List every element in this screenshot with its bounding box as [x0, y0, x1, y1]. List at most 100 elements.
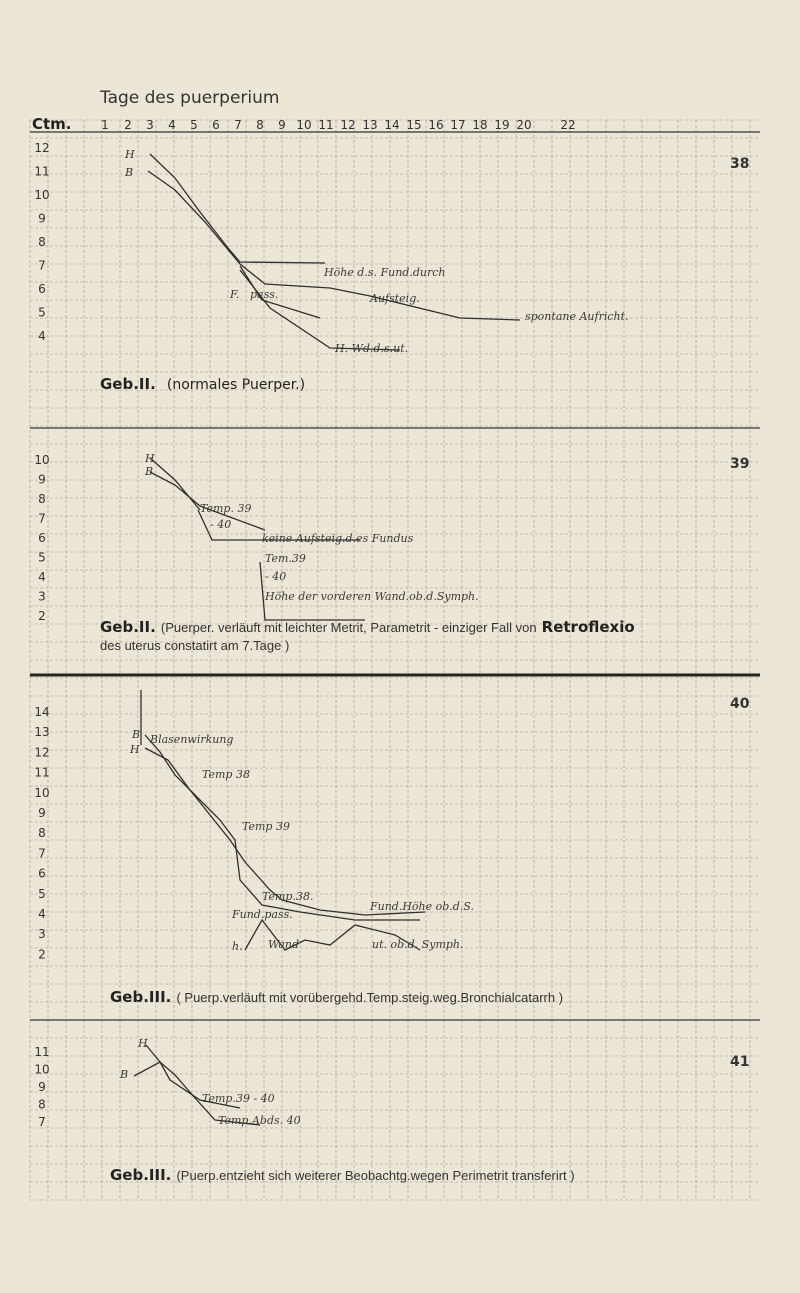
y-tick: 12	[34, 141, 49, 155]
curve-h	[144, 747, 283, 901]
label-pass: pass.	[250, 288, 278, 301]
curve-pass	[239, 265, 321, 319]
y-tick: 10	[34, 786, 49, 800]
caption-text: (normales Puerper.)	[167, 377, 305, 393]
label-wand: Wand	[268, 938, 299, 951]
y-tick: 4	[38, 907, 46, 921]
day-tick: 17	[450, 118, 465, 132]
y-tick: 6	[38, 867, 46, 881]
y-tick: 5	[38, 551, 46, 565]
y-tick: 5	[38, 887, 46, 901]
label-b: B	[144, 465, 153, 478]
curve-b	[147, 170, 521, 321]
y-tick: 11	[34, 1045, 49, 1059]
y-tick: 2	[38, 609, 46, 623]
caption-40: Geb.III. ( Puerp.verläuft mit vorübergeh…	[110, 987, 563, 1006]
y-tick: 7	[38, 512, 46, 526]
day-tick: 8	[256, 118, 264, 132]
y-tick: 4	[38, 329, 46, 343]
day-tick: 7	[234, 118, 242, 132]
day-tick: 1	[101, 118, 109, 132]
y-tick: 8	[38, 492, 46, 506]
curve-h	[145, 1044, 241, 1109]
y-tick: 7	[38, 846, 46, 860]
label-h: H	[124, 148, 135, 161]
label-keine: keine Aufsteig.d.es Fundus	[262, 532, 414, 545]
label-h: H	[144, 452, 155, 465]
day-tick: 11	[318, 118, 333, 132]
day-tick: 3	[146, 118, 154, 132]
curve-wand	[244, 918, 421, 951]
label-ut: ut. ob.d. Symph.	[372, 938, 464, 951]
curve-temp	[197, 509, 360, 541]
label-temp38b: Temp.38.	[262, 890, 313, 903]
y-tick: 10	[34, 188, 49, 202]
label-b: B	[131, 728, 140, 741]
curve-b	[144, 734, 420, 921]
caption-id: Geb.II.	[100, 375, 156, 393]
day-tick: 6	[212, 118, 220, 132]
caption-39-line1: Geb.II. (Puerper. verläuft mit leichter …	[100, 617, 635, 636]
day-tick-labels: 1 2 3 4 5 6 7 8 9 10 11 12 13 14 15 16 17 18 19 20 22	[101, 118, 575, 132]
panel-38: 12 11 10 9 8 7 6 5 4 38 H B F. pass. Höhe d.s. F…	[34, 141, 749, 393]
day-tick: 20	[516, 118, 531, 132]
panel-number: 40	[730, 696, 750, 712]
day-tick: 19	[494, 118, 509, 132]
curve-h	[149, 457, 201, 511]
y-tick: 11	[34, 165, 49, 179]
curve-wand	[259, 561, 365, 621]
panel-41: 11 10 9 8 7 41 H B Temp.39 - 40 Temp.Abds. 4…	[34, 1037, 749, 1184]
day-tick: 10	[296, 118, 311, 132]
y-tick: 8	[38, 1098, 46, 1112]
y-tick: 13	[34, 725, 49, 739]
y-ticks-panel-41: 11 10 9 8 7	[34, 1045, 49, 1129]
caption-text: (Puerp.entzieht sich weiterer Beobachtg.…	[176, 1168, 574, 1183]
day-tick: 2	[124, 118, 132, 132]
caption-id: Geb.III.	[110, 988, 171, 1006]
label-temp2: Temp.Abds. 40	[218, 1114, 301, 1127]
header-title: Tage des puerperium	[99, 88, 279, 108]
y-ticks-panel-40: 14 13 12 11 10 9 8 7 6 5 4 3 2	[34, 705, 49, 961]
caption-38: Geb.II. (normales Puerper.)	[100, 374, 305, 393]
day-tick: 5	[190, 118, 198, 132]
y-ticks-panel-39: 10 9 8 7 6 5 4 3 2	[34, 453, 49, 623]
y-tick: 12	[34, 745, 49, 759]
label-fundhohe: Fund.Höhe ob.d.S.	[369, 900, 474, 913]
y-tick: 5	[38, 306, 46, 320]
label-temp1: Temp.39 - 40	[202, 1092, 275, 1105]
caption-41: Geb.III. (Puerp.entzieht sich weiterer B…	[110, 1165, 575, 1184]
caption-id: Geb.II.	[100, 618, 156, 636]
label-aufsteig: Aufsteig.	[369, 292, 420, 305]
y-tick: 4	[38, 570, 46, 584]
panel-number: 38	[730, 156, 749, 172]
label-wand: H. Wd.d.s.ut.	[334, 342, 408, 355]
label-temp2: Tem.39	[265, 552, 306, 565]
caption-retroflexio: Retroflexio	[542, 618, 635, 636]
y-tick: 3	[38, 590, 46, 604]
label-blasen: Blasenwirkung	[149, 733, 233, 746]
y-tick: 10	[34, 1063, 49, 1077]
label-h: H	[129, 743, 140, 756]
label-temp2b: - 40	[265, 570, 286, 583]
caption-id: Geb.III.	[110, 1166, 171, 1184]
curve-wand	[239, 269, 401, 351]
label-temp38: Temp 38	[202, 768, 250, 781]
curve-fundhohe	[281, 899, 426, 916]
curve-b	[149, 471, 266, 531]
label-fundpass: Fund.pass.	[231, 908, 293, 921]
label-hohe: Höhe der vorderen Wand.ob.d.Symph.	[264, 590, 479, 603]
panel-number: 39	[730, 456, 749, 472]
label-temp1: Temp. 39	[200, 502, 251, 515]
day-tick: 15	[406, 118, 421, 132]
day-tick: 12	[340, 118, 355, 132]
day-tick: 18	[472, 118, 487, 132]
day-tick: 4	[168, 118, 176, 132]
day-tick: 22	[560, 118, 575, 132]
y-tick: 9	[38, 1080, 46, 1094]
label-h: H	[137, 1037, 148, 1050]
day-tick: 16	[428, 118, 443, 132]
label-hohe: Höhe d.s. Fund.durch	[323, 266, 445, 279]
axis-label-ctm: Ctm.	[32, 115, 72, 133]
